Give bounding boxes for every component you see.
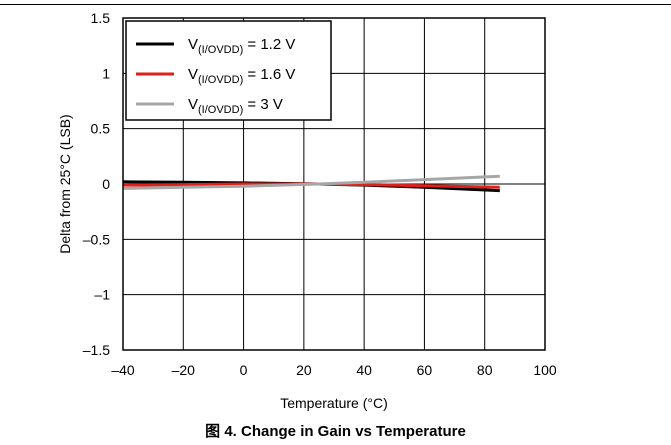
x-tick-label: 40 [356, 362, 372, 378]
y-tick-label: 1 [102, 65, 110, 81]
y-tick-label: –1 [94, 287, 110, 303]
legend: V(I/OVDD) = 1.2 V V(I/OVDD) = 1.6 V V(I/OV… [125, 20, 332, 121]
legend-label: V(I/OVDD) = 1.6 V [188, 66, 295, 86]
grid [122, 17, 546, 351]
y-tick-label: 1.5 [91, 10, 111, 26]
x-tick-label: 100 [533, 362, 557, 378]
legend-label: V(I/OVDD) = 1.2 V [188, 36, 295, 56]
x-tick-label: 80 [477, 362, 493, 378]
y-tick-label: 0 [102, 176, 110, 192]
plot-frame [122, 17, 546, 351]
x-tick-label: –40 [111, 362, 135, 378]
x-tick-label: 60 [417, 362, 433, 378]
series-line-3 [122, 174, 500, 190]
x-tick-label: 20 [296, 362, 312, 378]
x-tick-label: 0 [240, 362, 248, 378]
tick-labels: –40 –20 0 20 40 60 80 100 1.5 1 0.5 0 –0.5 –1 –1.5 [83, 10, 557, 378]
legend-label: V(I/OVDD) = 3 V [188, 96, 283, 116]
y-tick-label: 0.5 [91, 121, 111, 137]
legend-box [125, 20, 332, 121]
x-axis-label: Temperature (°C) [280, 395, 388, 411]
series-lines [122, 174, 500, 193]
top-rule [0, 4, 671, 5]
figure-caption: 图 4. Change in Gain vs Temperature [205, 423, 466, 440]
y-tick-label: –0.5 [83, 231, 110, 247]
chart: –40 –20 0 20 40 60 80 100 1.5 1 0.5 0 –0.5 –1 –1.5 Tem… [57, 10, 557, 411]
y-tick-label: –1.5 [83, 342, 110, 358]
y-axis-label: Delta from 25°C (LSB) [57, 114, 73, 253]
x-tick-label: –20 [172, 362, 196, 378]
